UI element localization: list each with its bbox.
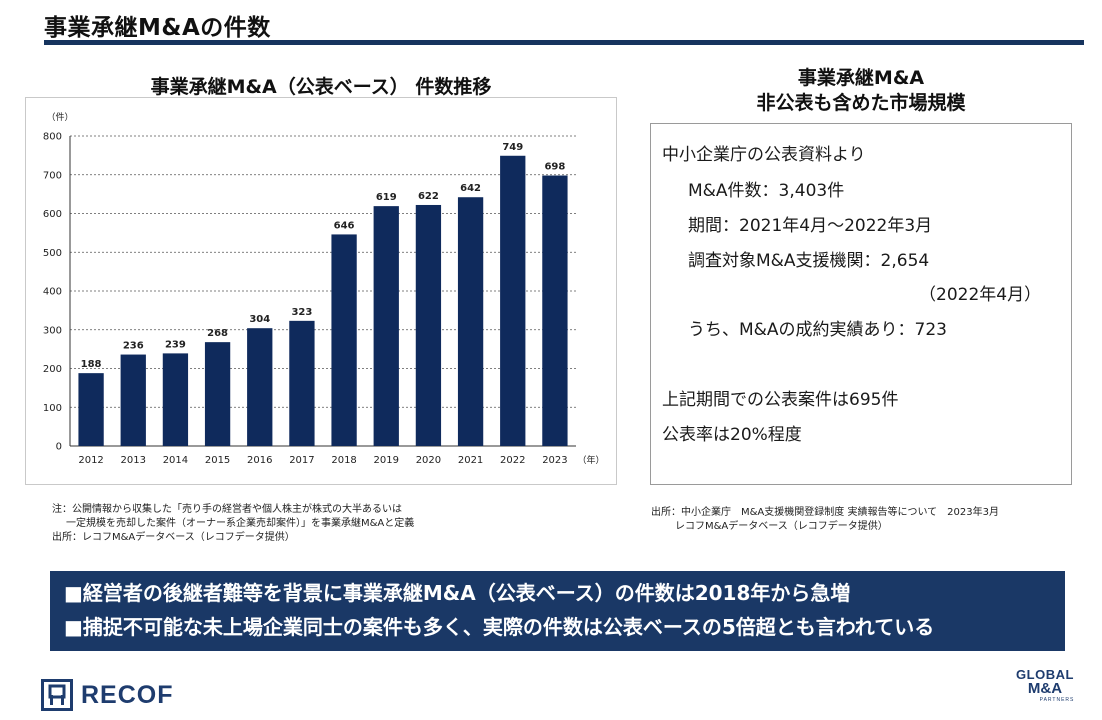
bar xyxy=(373,206,399,446)
y-tick-label: 200 xyxy=(43,364,62,375)
bar xyxy=(289,320,315,446)
bar xyxy=(120,354,146,446)
info-source-intro: 中小企業庁の公表資料より xyxy=(662,145,866,165)
bar xyxy=(415,204,442,446)
bar xyxy=(247,328,273,446)
global-ma-partners-logo: GLOBAL M&A PARTNERS xyxy=(1010,668,1080,716)
gma-logo-line1: GLOBAL xyxy=(1016,667,1074,682)
info-support-agencies: 調査対象M&A支援機関：2,654 xyxy=(688,251,930,271)
x-tick-label: 2014 xyxy=(163,455,188,466)
info-deal-count: M&A件数：3,403件 xyxy=(688,181,845,201)
bar-value-label: 304 xyxy=(249,314,270,325)
bar-value-label: 749 xyxy=(502,142,523,153)
x-tick-label: 2013 xyxy=(121,455,146,466)
market-size-source-line: レコフM&Aデータベース（レコフデータ提供） xyxy=(675,521,888,532)
y-tick-label: 600 xyxy=(43,209,62,220)
market-size-source-line: 出所：中小企業庁 M&A支援機関登録制度 実績報告等について 2023年3月 xyxy=(651,507,999,518)
chart-note-line: 一定規模を売却した案件（オーナー系企業売却案件）」を事業承継M&Aと定義 xyxy=(66,518,415,529)
info-public-rate: 公表率は20%程度 xyxy=(662,425,802,445)
bar xyxy=(542,175,568,446)
x-tick-label: 2012 xyxy=(78,455,103,466)
info-agencies-with-deals: うち、M&Aの成約実績あり：723 xyxy=(688,320,948,340)
bar-chart-svg: 0 100 200 300 400 500 600 700 800 （件） 188 2012 236 20… xyxy=(43,111,605,466)
x-tick-label: 2022 xyxy=(500,455,525,466)
market-size-heading-line1: 事業承継M&A xyxy=(797,67,925,89)
bar-value-label: 239 xyxy=(165,339,186,350)
summary-point-2: ■捕捉不可能な未上場企業同士の案件も多く、実際の件数は公表ベースの5倍超とも言わ… xyxy=(64,615,935,639)
title-divider xyxy=(44,40,1084,45)
market-size-box: 中小企業庁の公表資料より M&A件数：3,403件 期間：2021年4月～202… xyxy=(650,123,1072,485)
market-size-heading-line2: 非公表も含めた市場規模 xyxy=(756,92,966,114)
y-tick-label: 300 xyxy=(43,325,62,336)
bar xyxy=(162,353,189,446)
summary-band: ■経営者の後継者難等を背景に事業承継M&A（公表ベース）の件数は2018年から急… xyxy=(50,571,1065,651)
bar xyxy=(457,197,484,446)
y-tick-label: 800 xyxy=(43,132,62,143)
bar-value-label: 236 xyxy=(123,341,144,352)
x-tick-label: 2023 xyxy=(542,455,567,466)
bar-value-label: 642 xyxy=(460,183,481,194)
market-size-source: 出所：中小企業庁 M&A支援機関登録制度 実績報告等について 2023年3月 レ… xyxy=(651,506,999,534)
bar-value-label: 622 xyxy=(418,191,439,202)
bar-value-label: 188 xyxy=(81,359,102,370)
bar-value-label: 646 xyxy=(334,220,355,231)
x-tick-label: 2018 xyxy=(331,455,356,466)
bar xyxy=(331,234,357,446)
bar xyxy=(204,342,231,446)
bar-chart: 0 100 200 300 400 500 600 700 800 （件） 188 2012 236 20… xyxy=(25,97,617,485)
x-tick-label: 2016 xyxy=(247,455,272,466)
x-axis-unit-label: （年） xyxy=(577,454,604,466)
x-tick-label: 2021 xyxy=(458,455,483,466)
bar-value-label: 698 xyxy=(544,162,565,173)
y-tick-label: 400 xyxy=(43,287,62,298)
info-public-deals: 上記期間での公表案件は695件 xyxy=(662,390,899,410)
info-period: 期間：2021年4月～2022年3月 xyxy=(688,216,933,236)
market-size-heading: 事業承継M&A 非公表も含めた市場規模 xyxy=(650,66,1072,116)
chart-heading: 事業承継M&A（公表ベース） 件数推移 xyxy=(150,76,492,98)
y-tick-label: 700 xyxy=(43,170,62,181)
gma-logo-line2: M&A xyxy=(1027,680,1063,697)
bar xyxy=(500,155,526,446)
bar-value-label: 268 xyxy=(207,328,228,339)
recof-logo: RECOF xyxy=(41,678,174,712)
page-title: 事業承継M&Aの件数 xyxy=(44,15,271,41)
recof-logo-text: RECOF xyxy=(81,680,174,709)
bar xyxy=(78,373,104,446)
chart-note-line: 注：公開情報から収集した「売り手の経営者や個人株主が株式の大半あるいは xyxy=(52,504,402,515)
summary-point-1: ■経営者の後継者難等を背景に事業承継M&A（公表ベース）の件数は2018年から急… xyxy=(64,581,851,605)
y-tick-label: 100 xyxy=(43,403,62,414)
bar-value-label: 619 xyxy=(376,192,397,203)
gma-logo-line3: PARTNERS xyxy=(1039,697,1075,703)
y-axis-unit-label: （件） xyxy=(46,111,73,123)
info-agencies-date: （2022年4月） xyxy=(919,285,1042,305)
chart-notes: 注：公開情報から収集した「売り手の経営者や個人株主が株式の大半あるいは 一定規模… xyxy=(52,503,414,545)
y-tick-label: 0 xyxy=(56,442,62,453)
chart-source-line: 出所：レコフM&Aデータベース（レコフデータ提供） xyxy=(52,532,295,543)
x-tick-label: 2017 xyxy=(289,455,314,466)
recof-mark-icon xyxy=(41,679,73,711)
x-tick-label: 2020 xyxy=(416,455,441,466)
bar-value-label: 323 xyxy=(291,307,312,318)
y-tick-label: 500 xyxy=(43,248,62,259)
x-tick-label: 2019 xyxy=(374,455,399,466)
x-tick-label: 2015 xyxy=(205,455,230,466)
